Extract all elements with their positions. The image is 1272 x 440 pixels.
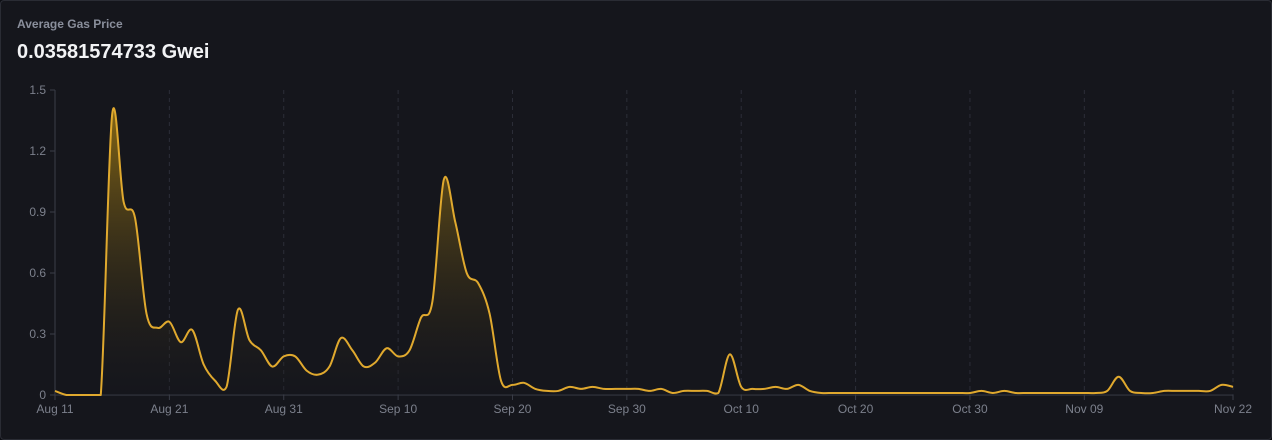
x-tick-label: Aug 31 bbox=[265, 402, 303, 416]
grid-layer bbox=[168, 90, 1234, 395]
x-tick-label: Nov 09 bbox=[1065, 402, 1103, 416]
axis-layer bbox=[50, 89, 1234, 400]
x-tick-label: Oct 30 bbox=[952, 402, 988, 416]
x-tick-label: Oct 20 bbox=[838, 402, 874, 416]
y-tick-label: 0.6 bbox=[29, 266, 46, 280]
x-tick-label: Aug 11 bbox=[36, 402, 73, 416]
y-tick-label: 0.3 bbox=[29, 327, 46, 341]
x-tick-label: Aug 21 bbox=[150, 402, 188, 416]
y-tick-label: 1.5 bbox=[29, 83, 46, 97]
x-tick-label: Sep 10 bbox=[379, 402, 417, 416]
x-tick-label: Nov 22 bbox=[1214, 402, 1252, 416]
x-tick-label: Oct 10 bbox=[724, 402, 760, 416]
x-tick-label: Sep 30 bbox=[608, 402, 646, 416]
chart-title: Average Gas Price bbox=[17, 17, 123, 31]
y-tick-label: 0 bbox=[39, 388, 46, 402]
y-tick-label: 1.2 bbox=[29, 144, 46, 158]
series-area bbox=[55, 108, 1233, 395]
series-layer bbox=[54, 107, 1234, 396]
y-tick-label: 0.9 bbox=[29, 205, 46, 219]
tick-labels: Aug 11 Aug 21 Aug 31 Sep 10 Sep 20 Sep 30 Oct … bbox=[29, 83, 1252, 416]
series-line bbox=[54, 107, 1234, 396]
x-tick-label: Sep 20 bbox=[493, 402, 531, 416]
current-gas-price: 0.03581574733 Gwei bbox=[17, 41, 210, 63]
